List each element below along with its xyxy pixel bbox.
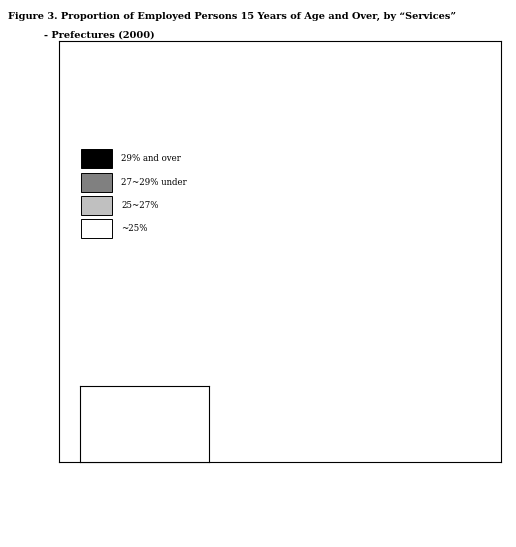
Text: Figure 3. Proportion of Employed Persons 15 Years of Age and Over, by “Services”: Figure 3. Proportion of Employed Persons…	[8, 12, 456, 21]
Text: 25~27%: 25~27%	[121, 201, 158, 210]
Text: 29% and over: 29% and over	[121, 154, 181, 164]
Bar	[82, 173, 112, 191]
Bar	[82, 219, 112, 238]
Bar	[82, 196, 112, 215]
Text: 27~29% under: 27~29% under	[121, 178, 187, 187]
Text: ~25%: ~25%	[121, 224, 148, 233]
Text: - Prefectures (2000): - Prefectures (2000)	[44, 31, 154, 39]
Bar	[82, 149, 112, 168]
